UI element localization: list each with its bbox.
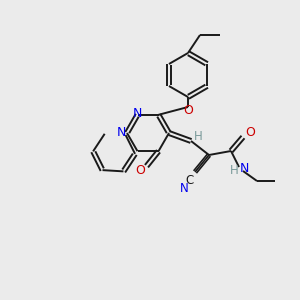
- Text: C: C: [186, 173, 194, 187]
- Text: N: N: [133, 107, 142, 120]
- Text: N: N: [180, 182, 188, 196]
- Text: O: O: [245, 127, 255, 140]
- Text: H: H: [194, 130, 202, 142]
- Text: O: O: [183, 104, 193, 118]
- Text: O: O: [136, 164, 146, 177]
- Text: H: H: [230, 164, 238, 178]
- Text: N: N: [239, 163, 249, 176]
- Text: N: N: [116, 125, 126, 139]
